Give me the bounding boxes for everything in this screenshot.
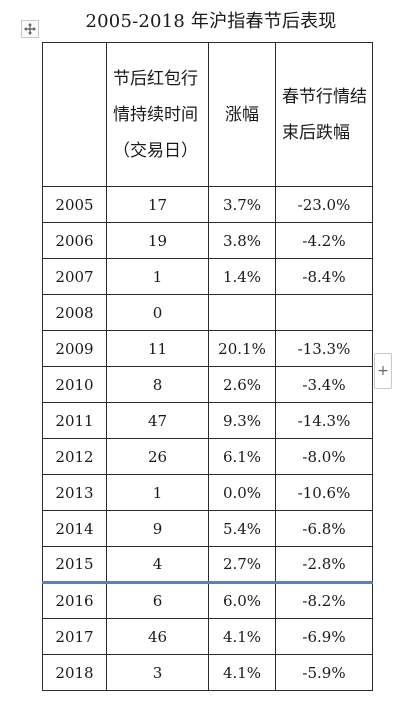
duration-cell: 19 — [106, 222, 209, 259]
year-cell: 2008 — [42, 294, 107, 331]
table-row: 2010 8 2.6% -3.4% — [42, 366, 373, 403]
add-row-button[interactable]: + — [374, 353, 392, 389]
year-cell: 2005 — [42, 186, 107, 223]
table-row: 2005 17 3.7% -23.0% — [42, 186, 373, 223]
decline-cell: -3.4% — [275, 366, 373, 403]
table-row: 2009 11 20.1% -13.3% — [42, 330, 373, 367]
decline-cell: -6.9% — [275, 618, 373, 655]
move-arrows-icon — [24, 23, 36, 35]
year-cell: 2017 — [42, 618, 107, 655]
gain-cell: 1.4% — [208, 258, 276, 295]
table-move-handle[interactable] — [21, 20, 39, 38]
data-table: 节后红包行情持续时间（交易日） 涨幅 春节行情结束后跌幅 2005 17 3.7% -… — [42, 42, 373, 691]
decline-cell: -8.2% — [275, 581, 373, 619]
page-title: 2005-2018 年沪指春节后表现 — [85, 11, 337, 32]
duration-cell: 3 — [106, 654, 209, 691]
table-row: 2013 1 0.0% -10.6% — [42, 474, 373, 511]
decline-cell: -8.4% — [275, 258, 373, 295]
decline-cell: -8.0% — [275, 438, 373, 475]
table-row: 2016 6 6.0% -8.2% — [42, 581, 373, 619]
gain-cell: 0.0% — [208, 474, 276, 511]
table-row: 2017 46 4.1% -6.9% — [42, 618, 373, 655]
year-cell: 2014 — [42, 510, 107, 547]
decline-cell: -13.3% — [275, 330, 373, 367]
duration-cell: 8 — [106, 366, 209, 403]
duration-cell: 1 — [106, 258, 209, 295]
duration-cell: 9 — [106, 510, 209, 547]
header-cell-duration: 节后红包行情持续时间（交易日） — [106, 42, 209, 187]
decline-cell: -5.9% — [275, 654, 373, 691]
year-cell: 2009 — [42, 330, 107, 367]
year-cell: 2006 — [42, 222, 107, 259]
header-cell-year — [42, 42, 107, 187]
header-cell-decline: 春节行情结束后跌幅 — [275, 42, 373, 187]
duration-cell: 17 — [106, 186, 209, 223]
year-cell: 2010 — [42, 366, 107, 403]
duration-cell: 6 — [106, 581, 209, 619]
duration-cell: 1 — [106, 474, 209, 511]
duration-cell: 46 — [106, 618, 209, 655]
decline-cell — [275, 294, 373, 331]
gain-cell: 2.6% — [208, 366, 276, 403]
decline-cell: -6.8% — [275, 510, 373, 547]
table-row: 2006 19 3.8% -4.2% — [42, 222, 373, 259]
duration-cell: 4 — [106, 546, 209, 583]
year-cell: 2011 — [42, 402, 107, 439]
decline-cell: -4.2% — [275, 222, 373, 259]
gain-cell: 4.1% — [208, 618, 276, 655]
gain-cell: 5.4% — [208, 510, 276, 547]
decline-cell: -23.0% — [275, 186, 373, 223]
gain-cell: 6.0% — [208, 581, 276, 619]
year-cell: 2016 — [42, 581, 107, 619]
gain-cell: 9.3% — [208, 402, 276, 439]
table-row: 2014 9 5.4% -6.8% — [42, 510, 373, 547]
gain-cell: 2.7% — [208, 546, 276, 583]
duration-cell: 11 — [106, 330, 209, 367]
table-row: 2015 4 2.7% -2.8% — [42, 546, 373, 583]
table-row: 2012 26 6.1% -8.0% — [42, 438, 373, 475]
gain-cell: 20.1% — [208, 330, 276, 367]
decline-cell: -10.6% — [275, 474, 373, 511]
duration-cell: 0 — [106, 294, 209, 331]
header-cell-gain: 涨幅 — [208, 42, 276, 187]
table-row: 2008 0 — [42, 294, 373, 331]
duration-cell: 26 — [106, 438, 209, 475]
gain-cell: 4.1% — [208, 654, 276, 691]
year-cell: 2007 — [42, 258, 107, 295]
gain-cell — [208, 294, 276, 331]
decline-cell: -2.8% — [275, 546, 373, 583]
decline-cell: -14.3% — [275, 402, 373, 439]
duration-cell: 47 — [106, 402, 209, 439]
gain-cell: 3.7% — [208, 186, 276, 223]
year-cell: 2018 — [42, 654, 107, 691]
year-cell: 2012 — [42, 438, 107, 475]
year-cell: 2015 — [42, 546, 107, 583]
gain-cell: 6.1% — [208, 438, 276, 475]
table-header-row: 节后红包行情持续时间（交易日） 涨幅 春节行情结束后跌幅 — [42, 42, 373, 187]
table-row: 2007 1 1.4% -8.4% — [42, 258, 373, 295]
gain-cell: 3.8% — [208, 222, 276, 259]
table-row: 2011 47 9.3% -14.3% — [42, 402, 373, 439]
year-cell: 2013 — [42, 474, 107, 511]
table-row: 2018 3 4.1% -5.9% — [42, 654, 373, 691]
